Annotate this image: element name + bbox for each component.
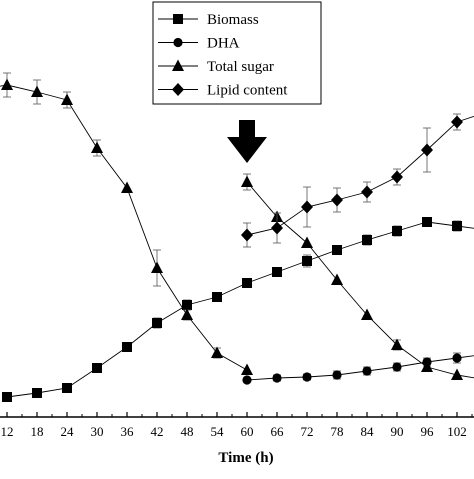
x-axis: 12 18 24 30 36 42 48 54 60 66 72 78 84 90 96 102 [0, 412, 474, 439]
legend-triangle-icon [172, 59, 184, 71]
x-tick-label: 96 [421, 424, 435, 439]
legend-label: Biomass [207, 12, 259, 28]
data-point [211, 346, 223, 358]
x-tick-label: 66 [271, 424, 285, 439]
x-tick-label: 90 [391, 424, 404, 439]
x-tick-label: 18 [31, 424, 44, 439]
series-biomass [2, 217, 474, 402]
x-tick-label: 78 [331, 424, 344, 439]
series-lipid-content [241, 113, 474, 248]
legend-label: Lipid content [207, 83, 288, 99]
data-point [302, 256, 312, 266]
data-point [92, 363, 102, 373]
data-point [452, 221, 462, 231]
data-point [212, 292, 222, 302]
x-tick-label: 54 [211, 424, 225, 439]
series-dha [242, 352, 474, 385]
data-point [62, 383, 72, 393]
legend-entry: Lipid content [158, 83, 288, 99]
data-point [151, 261, 163, 273]
series-layer [0, 72, 474, 402]
x-tick-label: 30 [91, 424, 104, 439]
data-point [272, 267, 282, 277]
data-point [1, 78, 13, 90]
data-point [392, 362, 402, 372]
x-tick-label: 12 [1, 424, 14, 439]
data-point [361, 308, 373, 320]
data-point [241, 228, 253, 242]
x-axis-title: Time (h) [218, 450, 273, 466]
data-point [182, 300, 192, 310]
x-tick-label: 48 [181, 424, 194, 439]
series-line [246, 181, 474, 379]
data-point [32, 388, 42, 398]
legend-entry: Biomass [158, 12, 259, 28]
data-point [422, 217, 432, 227]
series-line [0, 84, 248, 371]
data-point [391, 170, 403, 184]
data-point [271, 221, 283, 235]
legend-diamond-icon [172, 83, 184, 96]
legend-label: Total sugar [207, 59, 274, 75]
data-point [451, 115, 463, 129]
data-point [331, 273, 343, 285]
data-point [301, 200, 313, 214]
legend-entry: DHA [158, 36, 240, 52]
data-point [362, 366, 372, 376]
legend-entry: Total sugar [158, 59, 274, 75]
data-point [152, 318, 162, 328]
x-tick-label: 72 [301, 424, 314, 439]
data-point [242, 375, 252, 385]
x-tick-label: 36 [121, 424, 135, 439]
legend-square-icon [173, 14, 183, 24]
data-point [391, 338, 403, 350]
x-tick-label: 42 [151, 424, 164, 439]
x-tick-label: 24 [61, 424, 75, 439]
data-point [272, 373, 282, 383]
series-line [246, 115, 474, 236]
data-point [362, 235, 372, 245]
x-tick-label: 84 [361, 424, 375, 439]
series-line [6, 221, 474, 398]
legend: Biomass DHA Total sugar Lipid content [152, 1, 322, 105]
data-point [181, 308, 193, 320]
data-point [392, 226, 402, 236]
data-point [242, 278, 252, 288]
data-point [122, 342, 132, 352]
data-point [332, 245, 342, 255]
data-point [302, 372, 312, 382]
data-point [361, 185, 373, 199]
x-tick-label: 60 [241, 424, 254, 439]
data-point [91, 141, 103, 153]
data-point [301, 236, 313, 248]
series-total-sugar [0, 72, 474, 380]
data-point [121, 181, 133, 193]
data-point [241, 363, 253, 375]
data-point [452, 353, 462, 363]
data-point [421, 360, 433, 372]
arrow-annotation [227, 120, 267, 163]
data-point [241, 175, 253, 187]
data-point [61, 93, 73, 105]
data-point [2, 392, 12, 402]
data-point [451, 368, 463, 380]
data-point [331, 193, 343, 207]
legend-circle-icon [173, 37, 183, 48]
legend-label: DHA [207, 36, 240, 52]
data-point [421, 143, 433, 157]
x-tick-label: 102 [447, 424, 467, 439]
data-point [31, 85, 43, 97]
data-point [332, 370, 342, 380]
arrow-down-icon [227, 120, 267, 163]
